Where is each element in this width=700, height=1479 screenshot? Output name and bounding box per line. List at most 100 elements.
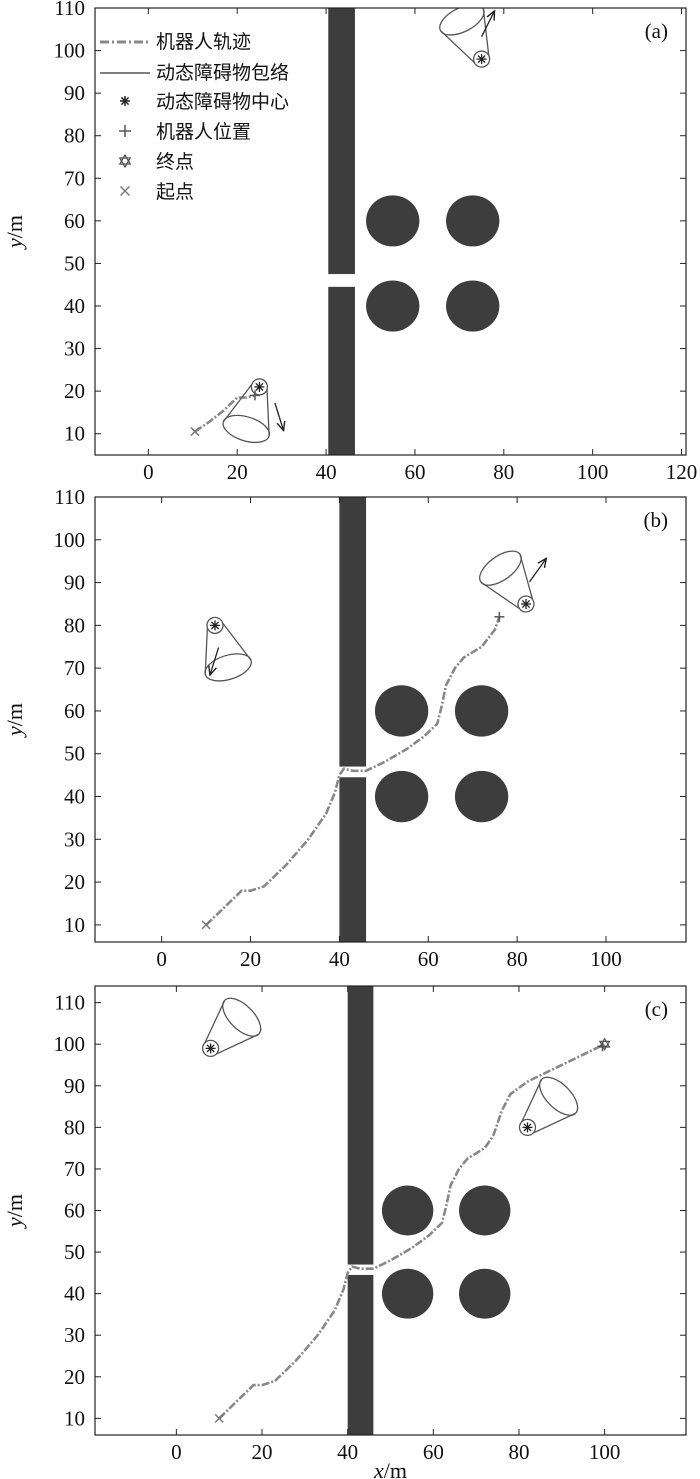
legend-item-robot-position: 机器人位置 [119,121,251,143]
legend-item-goal: 终点 [118,151,194,173]
legend-item-envelope: 动态障碍物包络 [100,62,289,84]
circle-obstacle [374,770,429,823]
y-tick-label: 10 [64,1406,85,1430]
x-tick-label: 0 [156,947,167,971]
x-axis-name: x [373,1458,384,1479]
legend-label: 动态障碍物包络 [156,62,289,84]
x-tick-label: 60 [423,1440,444,1464]
y-axis-label: y/m [2,215,27,250]
circle-obstacle [446,280,500,332]
x-tick-label: 80 [493,460,514,484]
y-tick-label: 40 [64,294,85,318]
y-tick-label: 50 [64,251,85,275]
wall-obstacle [339,497,367,767]
circle-obstacle [366,280,420,332]
y-tick-label: 70 [64,166,85,190]
wall-obstacle [347,986,374,1265]
wall-obstacle [328,8,355,275]
y-tick-label: 90 [64,571,85,595]
y-tick-label: 60 [64,1199,85,1223]
y-axis-unit: /m [2,1194,27,1217]
legend-item-start: 起点 [119,181,194,203]
start-marker [201,920,211,930]
y-tick-label: 80 [64,124,85,148]
plus-marker [119,125,131,137]
y-tick-label: 20 [64,870,85,894]
y-tick-label: 110 [54,485,85,509]
y-tick-label: 110 [54,991,85,1015]
obstacle-center-marker [210,620,220,631]
y-tick-label: 70 [64,1157,85,1181]
y-tick-label: 90 [64,1074,85,1098]
y-tick-label: 40 [64,1282,85,1306]
plot-area [201,986,611,1435]
y-tick-label: 10 [64,422,85,446]
x-tick-label: 20 [227,460,248,484]
legend-label: 机器人轨迹 [156,31,251,53]
obstacle-center-marker [205,1043,216,1054]
x-axis-label: x/m [373,1458,407,1479]
x-axis-unit: /m [384,1458,407,1479]
y-tick-label: 30 [64,1323,85,1347]
x-tick-label: 20 [252,1440,273,1464]
circle-obstacle [381,1185,434,1236]
dynamic-obstacle-envelope [439,8,491,68]
y-axis-name: y [2,726,27,738]
y-tick-label: 110 [54,0,85,20]
envelope-sides [204,622,252,675]
y-axis-name: y [2,238,27,250]
envelope-sides [204,1000,259,1055]
heading-arrow [528,559,546,583]
circle-obstacle [446,195,500,247]
envelope-sides [480,554,534,610]
circle-obstacle [454,685,509,737]
obstacle-center-marker [476,54,487,65]
plot-area [201,497,550,942]
asterisk-marker [120,96,130,106]
envelope-rim [222,997,262,1037]
x-tick-label: 120 [666,460,698,484]
y-tick-label: 30 [64,827,85,851]
y-tick-label: 60 [64,699,85,723]
envelope-rim [439,8,485,36]
y-tick-label: 40 [64,785,85,809]
axes-frame [94,7,687,456]
panel-label: (b) [644,508,669,532]
x-tick-label: 60 [404,460,425,484]
chart-panel: 0 20 40 60 80 100 120 10 20 30 40 50 60 70 80 90 100 110 (… [2,0,697,484]
start-marker [190,427,200,437]
legend: 机器人轨迹 动态障碍物包络 动态障碍物中心 机器人位置 [100,31,289,203]
y-tick-label: 20 [64,379,85,403]
x-tick-label: 40 [329,947,350,971]
y-tick-label: 30 [64,337,85,361]
circle-obstacle [454,770,509,823]
y-tick-label: 60 [64,209,85,233]
x-tick-label: 100 [589,1440,621,1464]
x-tick-label: 0 [143,460,154,484]
chart-panel: 0 20 40 60 80 100 10 20 30 40 50 60 70 80 90 100 110 (c) y… [2,985,687,1479]
robot-trajectory [194,394,256,433]
y-tick-label: 50 [64,742,85,766]
dynamic-obstacle-envelope [518,1076,579,1137]
legend-item-trajectory: 机器人轨迹 [100,31,251,53]
y-tick-label: 80 [64,1115,85,1139]
envelope-rim [479,550,522,586]
obstacle-center-marker [254,381,265,392]
envelope-sides [222,384,270,437]
heading-arrow [274,402,283,430]
obstacle-center-marker [522,1122,533,1133]
x-tick-label: 40 [337,1440,358,1464]
circle-obstacle [459,1268,511,1319]
envelope-rim [222,414,271,444]
y-tick-label: 20 [64,1365,85,1389]
wall-obstacle [339,777,367,942]
legend-label: 机器人位置 [156,121,251,143]
dynamic-obstacle-envelope [204,616,252,682]
axes-frame [94,496,687,943]
x-tick-label: 40 [316,460,337,484]
y-tick-label: 80 [64,613,85,637]
obstacle-center-marker [521,599,531,609]
x-tick-label: 20 [240,947,261,971]
envelope-rim [538,1076,579,1116]
